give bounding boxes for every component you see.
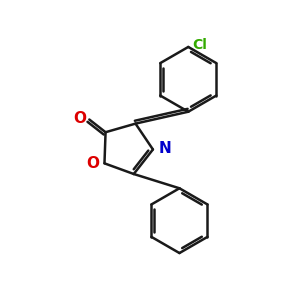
Text: N: N [158, 141, 171, 156]
Text: Cl: Cl [193, 38, 208, 52]
Text: O: O [73, 111, 86, 126]
Text: O: O [86, 156, 99, 171]
